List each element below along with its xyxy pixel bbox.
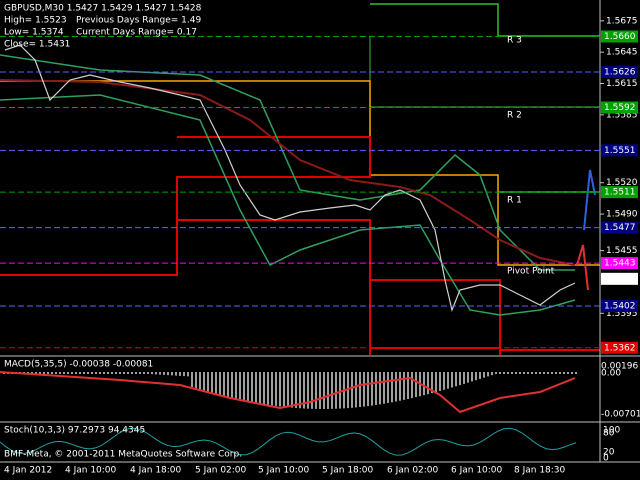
level-box	[601, 66, 638, 78]
level-box	[601, 341, 638, 354]
level-box	[601, 186, 638, 199]
macd-title: MACD(5,35,5) -0.00038 -0.00081	[4, 360, 153, 370]
high: High= 1.5523	[4, 16, 67, 26]
level-name: R 3	[507, 36, 522, 46]
macd-tick-label: -0.00701	[601, 410, 640, 420]
arrow-down	[576, 244, 589, 291]
time-label: 5 Jan 10:00	[258, 466, 310, 476]
level-name: R 1	[507, 196, 522, 206]
level-box	[601, 101, 638, 114]
level-label: 1.5592	[604, 103, 636, 113]
price-tick-label: 1.5395	[606, 309, 638, 319]
time-label: 8 Jan 18:30	[514, 466, 566, 476]
price-candles	[4, 44, 576, 312]
stoch-title: Stoch(10,3,3) 97.2973 94.4345	[4, 426, 145, 436]
macd-tick-label: 0.00	[601, 369, 621, 379]
level-label: 1.5551	[604, 146, 636, 156]
macd-signal	[0, 371, 576, 414]
level-box	[601, 144, 638, 157]
level-label: 1.5402	[604, 301, 636, 311]
time-label: 5 Jan 18:00	[322, 466, 374, 476]
prev-range: Previous Days Range= 1.49	[76, 16, 201, 26]
stoch-tick-label: 20	[603, 448, 615, 458]
arrow-up	[583, 169, 596, 231]
close: Close= 1.5431	[4, 40, 70, 50]
level-box	[601, 30, 638, 43]
band-upper	[0, 54, 575, 271]
level-label: 1.5626	[604, 68, 636, 78]
level-label: 1.5443	[604, 259, 636, 269]
stoch-tick-label: 100	[603, 426, 620, 436]
band-lower	[0, 94, 576, 316]
price-tick-label: 1.5675	[606, 16, 638, 26]
price-tick-label: 1.5645	[606, 48, 638, 58]
price-tick-label: 1.5490	[606, 210, 638, 220]
panel-borders	[0, 0, 640, 463]
r-line	[176, 136, 371, 220]
low: Low= 1.5374	[4, 28, 64, 38]
time-label: 5 Jan 02:00	[195, 466, 247, 476]
time-label: 6 Jan 10:00	[451, 466, 503, 476]
level-box	[601, 257, 638, 270]
symbol-line: GBPUSD,M30 1.5427 1.5429 1.5427 1.5428	[4, 4, 202, 14]
macd-tick-label: 0.00196	[601, 362, 638, 372]
stoch-tick-label: 0	[603, 454, 609, 464]
stoch-tick-label: 80	[603, 429, 615, 439]
level-label: 1.5362	[604, 343, 636, 353]
level-box	[601, 221, 638, 234]
level-name: R 2	[507, 111, 522, 121]
level-box	[601, 272, 638, 285]
level-label: 1.5477	[604, 223, 636, 233]
level-label: 1.5511	[604, 188, 636, 198]
cur-range: Current Days Range= 0.17	[76, 28, 197, 38]
dynamic-layer: 1.5675 1.5645 1.5615 1.5585 1.5520 1.5490 1.54…	[0, 16, 640, 476]
price-tick-label: 1.5455	[606, 246, 638, 256]
time-label: 4 Jan 2012	[4, 466, 52, 476]
time-label: 6 Jan 02:00	[387, 466, 439, 476]
level-box	[601, 299, 638, 312]
time-label: 4 Jan 18:00	[130, 466, 182, 476]
time-label: 4 Jan 10:00	[65, 466, 117, 476]
price-tick-label: 1.5615	[606, 79, 638, 89]
level-label: 1.5660	[604, 32, 636, 42]
copyright: BMF-Meta, © 2001-2011 MetaQuotes Softwar…	[4, 450, 242, 460]
stoch-main	[0, 427, 577, 456]
level-label: 1.5428	[604, 274, 636, 284]
price-tick-label: 1.5520	[606, 178, 638, 188]
price-tick-label: 1.5585	[606, 110, 638, 120]
moving-average	[0, 79, 576, 266]
level-name: Pivot Point	[507, 267, 555, 277]
